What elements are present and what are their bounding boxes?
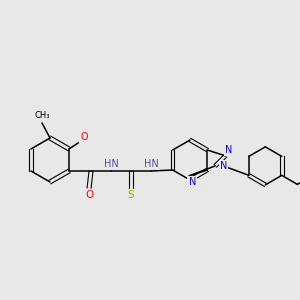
Text: S: S (128, 190, 134, 200)
Text: CH₃: CH₃ (34, 112, 50, 121)
Text: O: O (85, 190, 93, 200)
Text: N: N (189, 177, 196, 187)
Text: O: O (80, 132, 88, 142)
Text: HN: HN (104, 159, 119, 169)
Text: HN: HN (144, 159, 158, 169)
Text: N: N (225, 145, 232, 155)
Text: N: N (220, 161, 227, 171)
